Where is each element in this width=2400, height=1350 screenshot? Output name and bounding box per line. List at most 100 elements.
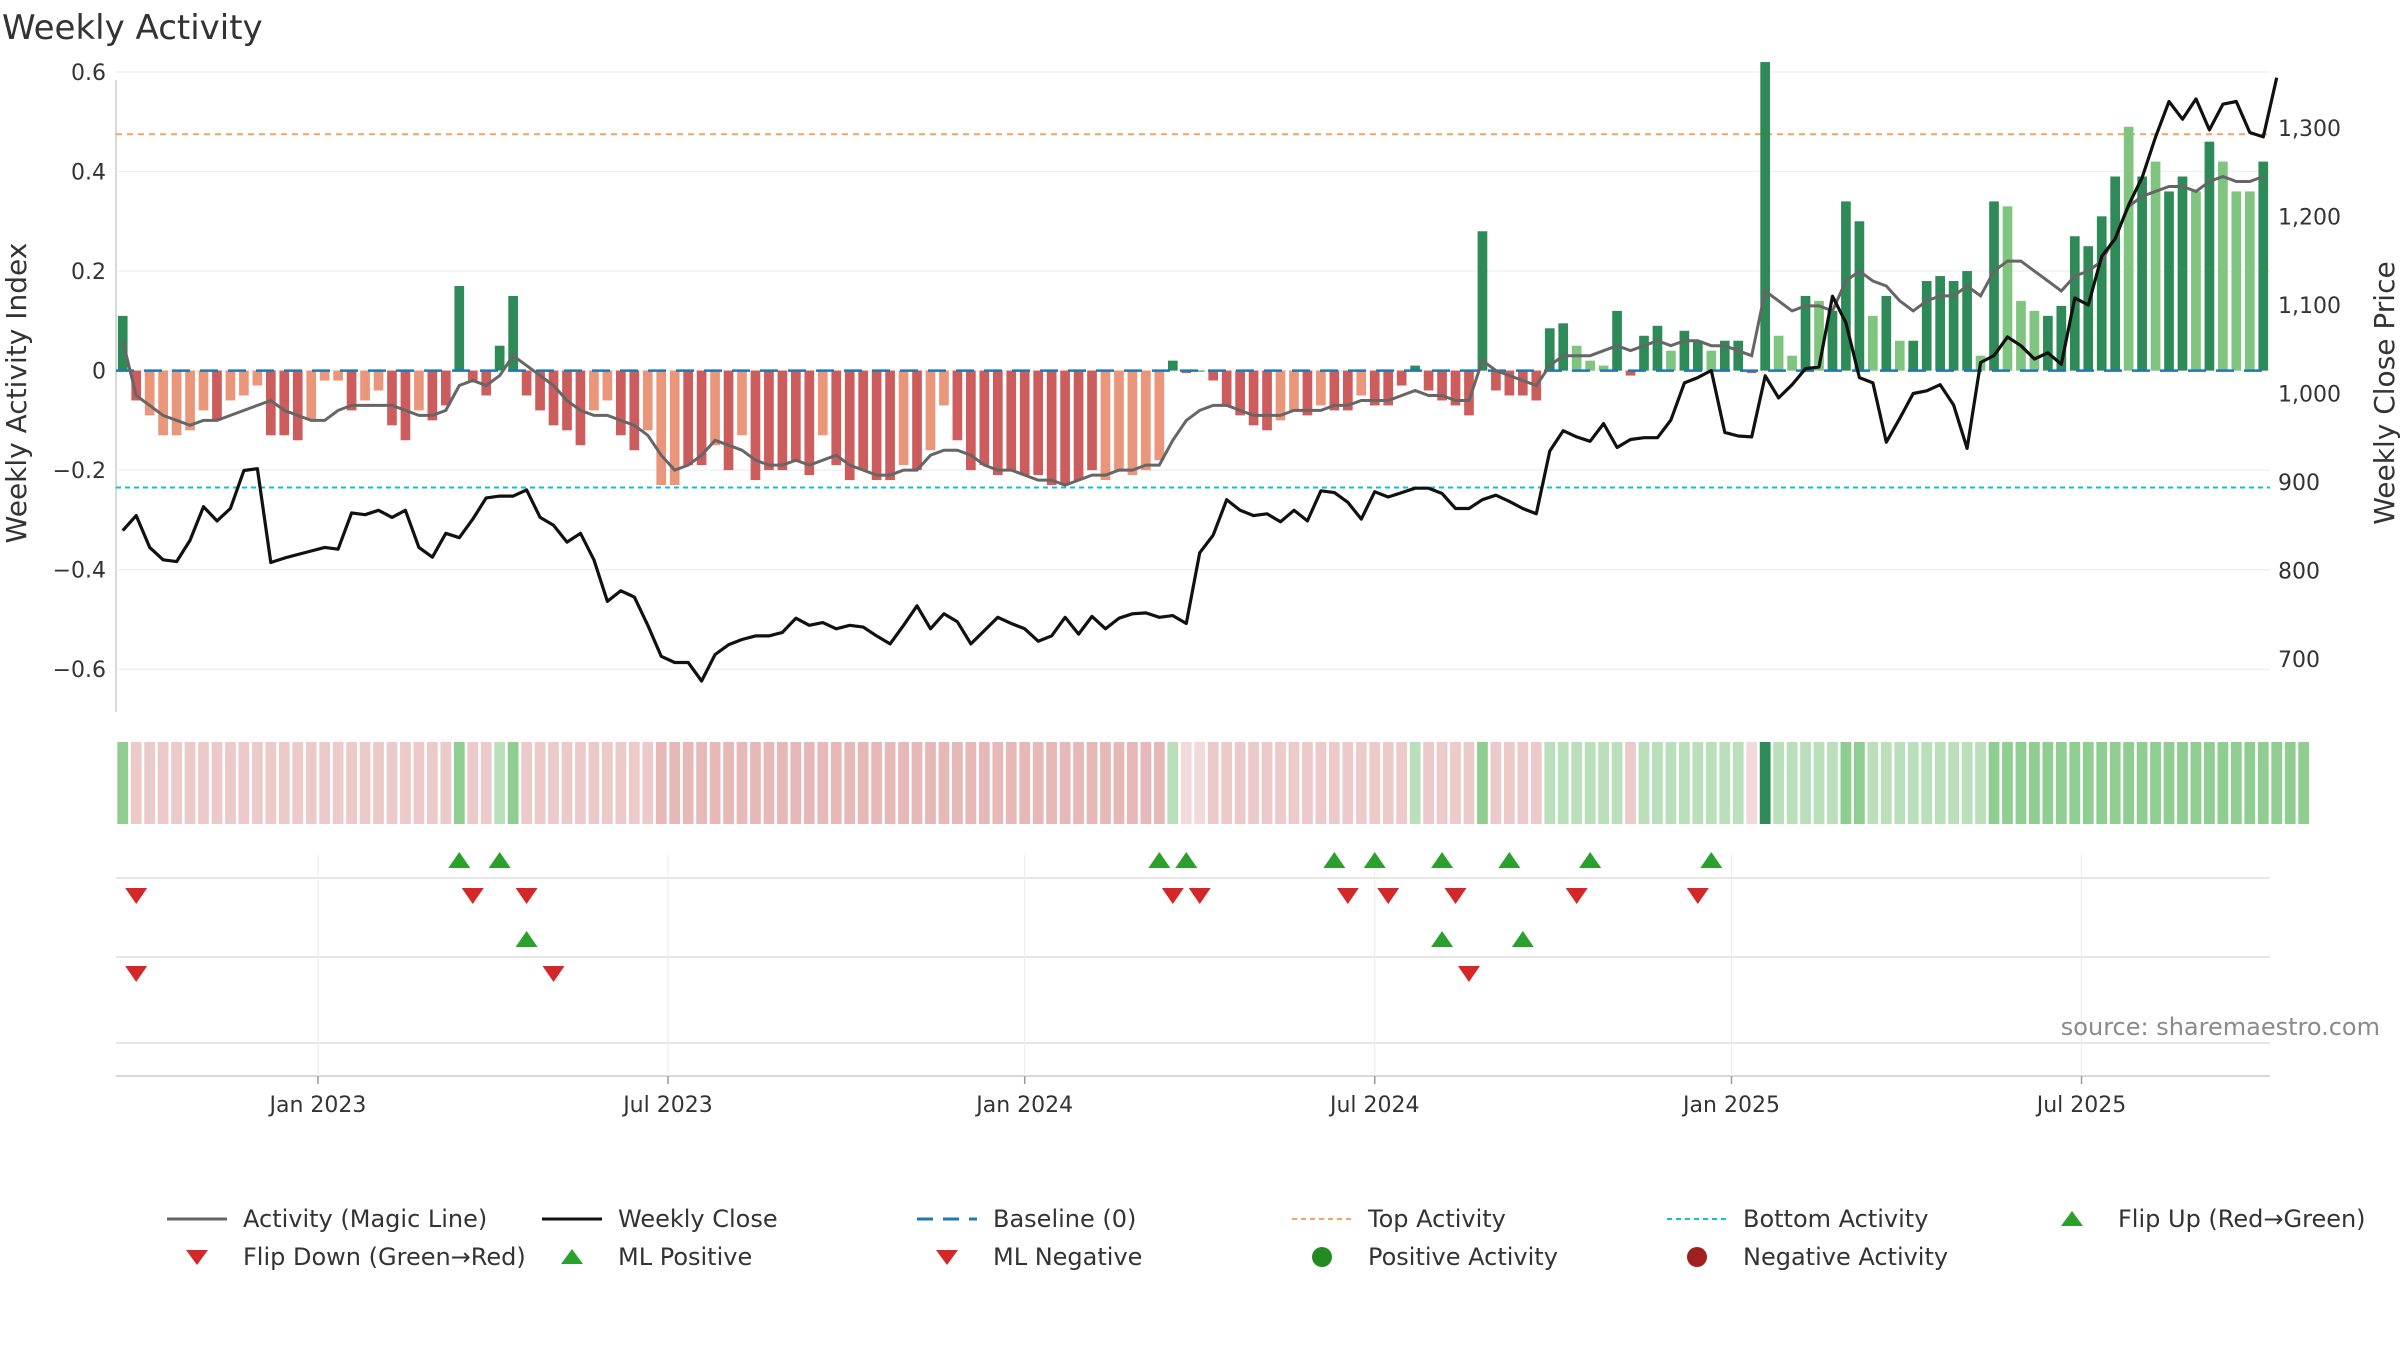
regime-cell <box>319 742 331 824</box>
regime-cell <box>1234 742 1246 824</box>
regime-cell <box>1315 742 1327 824</box>
activity-bar <box>1235 370 1245 416</box>
regime-cell <box>1719 742 1731 824</box>
regime-cell <box>817 742 829 824</box>
activity-bar <box>1275 370 1286 421</box>
regime-cell <box>723 742 734 824</box>
flip-up-marker <box>488 852 511 868</box>
activity-bar <box>710 370 720 446</box>
activity-bar <box>750 370 761 481</box>
regime-cell <box>2163 742 2175 824</box>
regime-cell <box>1180 742 1192 824</box>
activity-bar <box>616 370 626 436</box>
regime-cell <box>2123 742 2135 824</box>
regime-cell <box>1840 742 1852 824</box>
activity-bar <box>2231 191 2242 371</box>
legend-item-flip-up[interactable]: Flip Up (Red→Green) <box>2040 1205 2366 1233</box>
activity-bar <box>1410 365 1420 371</box>
activity-bar <box>1423 370 1434 391</box>
legend-item-ml-negative[interactable]: ML Negative <box>915 1243 1142 1271</box>
flip-up-marker <box>1431 852 1454 868</box>
regime-cell <box>655 742 667 824</box>
red-dot-icon <box>1665 1243 1729 1271</box>
x-tick-label: Jul 2024 <box>1328 1093 1420 1118</box>
activity-bar <box>1289 370 1299 411</box>
regime-cell <box>1113 742 1125 824</box>
green-up-triangle-icon <box>540 1243 604 1271</box>
flip-down-marker <box>1336 888 1359 904</box>
x-tick-label: Jul 2023 <box>621 1093 713 1118</box>
regime-cell <box>1921 742 1933 824</box>
legend-item-positive-activity[interactable]: Positive Activity <box>1290 1243 1558 1271</box>
y2-tick-label: 800 <box>2278 559 2320 584</box>
activity-bar <box>1881 295 1892 371</box>
y-tick-label: 0.2 <box>71 260 106 285</box>
legend-item-bottom-activity[interactable]: Bottom Activity <box>1665 1205 1928 1233</box>
activity-bar <box>1262 370 1272 431</box>
y2-tick-label: 1,100 <box>2278 294 2341 319</box>
regime-cell <box>1988 742 2000 824</box>
flip-up-marker <box>1498 852 1521 868</box>
green-dot-icon <box>1290 1243 1354 1271</box>
regime-cell <box>251 742 263 824</box>
activity-bar <box>2002 206 2013 371</box>
legend-item-flip-down[interactable]: Flip Down (Green→Red) <box>165 1243 526 1271</box>
regime-cell <box>386 742 398 824</box>
regime-cell <box>2244 742 2256 824</box>
activity-bar <box>1868 315 1878 371</box>
activity-bar <box>2123 126 2134 371</box>
y2-tick-label: 700 <box>2278 648 2320 673</box>
ml-negative-marker <box>542 966 565 982</box>
activity-bar <box>575 370 586 446</box>
flip-up-marker <box>1579 852 1602 868</box>
y2-axis-title: Weekly Close Price <box>2368 261 2400 524</box>
regime-cell <box>305 742 317 824</box>
legend-item-magic-line[interactable]: Activity (Magic Line) <box>165 1205 487 1233</box>
activity-bar <box>1612 310 1622 371</box>
activity-bar <box>467 370 478 381</box>
activity-bar <box>292 370 303 441</box>
activity-bar <box>1127 370 1138 476</box>
regime-cell <box>157 742 169 824</box>
activity-bar <box>158 370 168 436</box>
red-down-triangle-icon <box>915 1243 979 1271</box>
legend-item-ml-positive[interactable]: ML Positive <box>540 1243 752 1271</box>
activity-bar <box>454 285 465 371</box>
regime-cell <box>171 742 182 824</box>
regime-cell <box>1221 742 1233 824</box>
activity-bar <box>1342 370 1353 411</box>
regime-cell <box>1005 742 1017 824</box>
activity-bar <box>1006 370 1017 471</box>
regime-cell <box>628 742 640 824</box>
regime-cell <box>1355 742 1367 824</box>
activity-bar <box>2056 305 2067 371</box>
activity-bar <box>1450 370 1461 406</box>
regime-cell <box>1813 742 1825 824</box>
legend-label: Activity (Magic Line) <box>243 1205 488 1233</box>
regime-cell <box>1086 742 1098 824</box>
legend: Activity (Magic Line) Weekly Close Basel… <box>150 1205 2400 1285</box>
activity-bar <box>1625 370 1636 376</box>
regime-cell <box>265 742 277 824</box>
legend-item-baseline[interactable]: Baseline (0) <box>915 1205 1136 1233</box>
regime-cell <box>642 742 654 824</box>
regime-cell <box>588 742 600 824</box>
legend-item-weekly-close[interactable]: Weekly Close <box>540 1205 778 1233</box>
legend-item-negative-activity[interactable]: Negative Activity <box>1665 1243 1948 1271</box>
legend-label: Weekly Close <box>618 1205 778 1233</box>
regime-cell <box>898 742 909 824</box>
regime-cell <box>2136 742 2148 824</box>
activity-bar <box>1019 370 1030 476</box>
activity-bar <box>1194 370 1205 372</box>
activity-bar <box>131 370 142 401</box>
y-tick-label: 0 <box>92 360 106 385</box>
activity-bar <box>1060 370 1070 486</box>
activity-bar <box>1571 345 1582 371</box>
regime-cell <box>1046 742 1058 824</box>
regime-cell <box>1436 742 1448 824</box>
regime-cell <box>1638 742 1650 824</box>
regime-cell <box>871 742 883 824</box>
regime-cell <box>682 742 694 824</box>
regime-cell <box>117 742 129 824</box>
legend-item-top-activity[interactable]: Top Activity <box>1290 1205 1506 1233</box>
